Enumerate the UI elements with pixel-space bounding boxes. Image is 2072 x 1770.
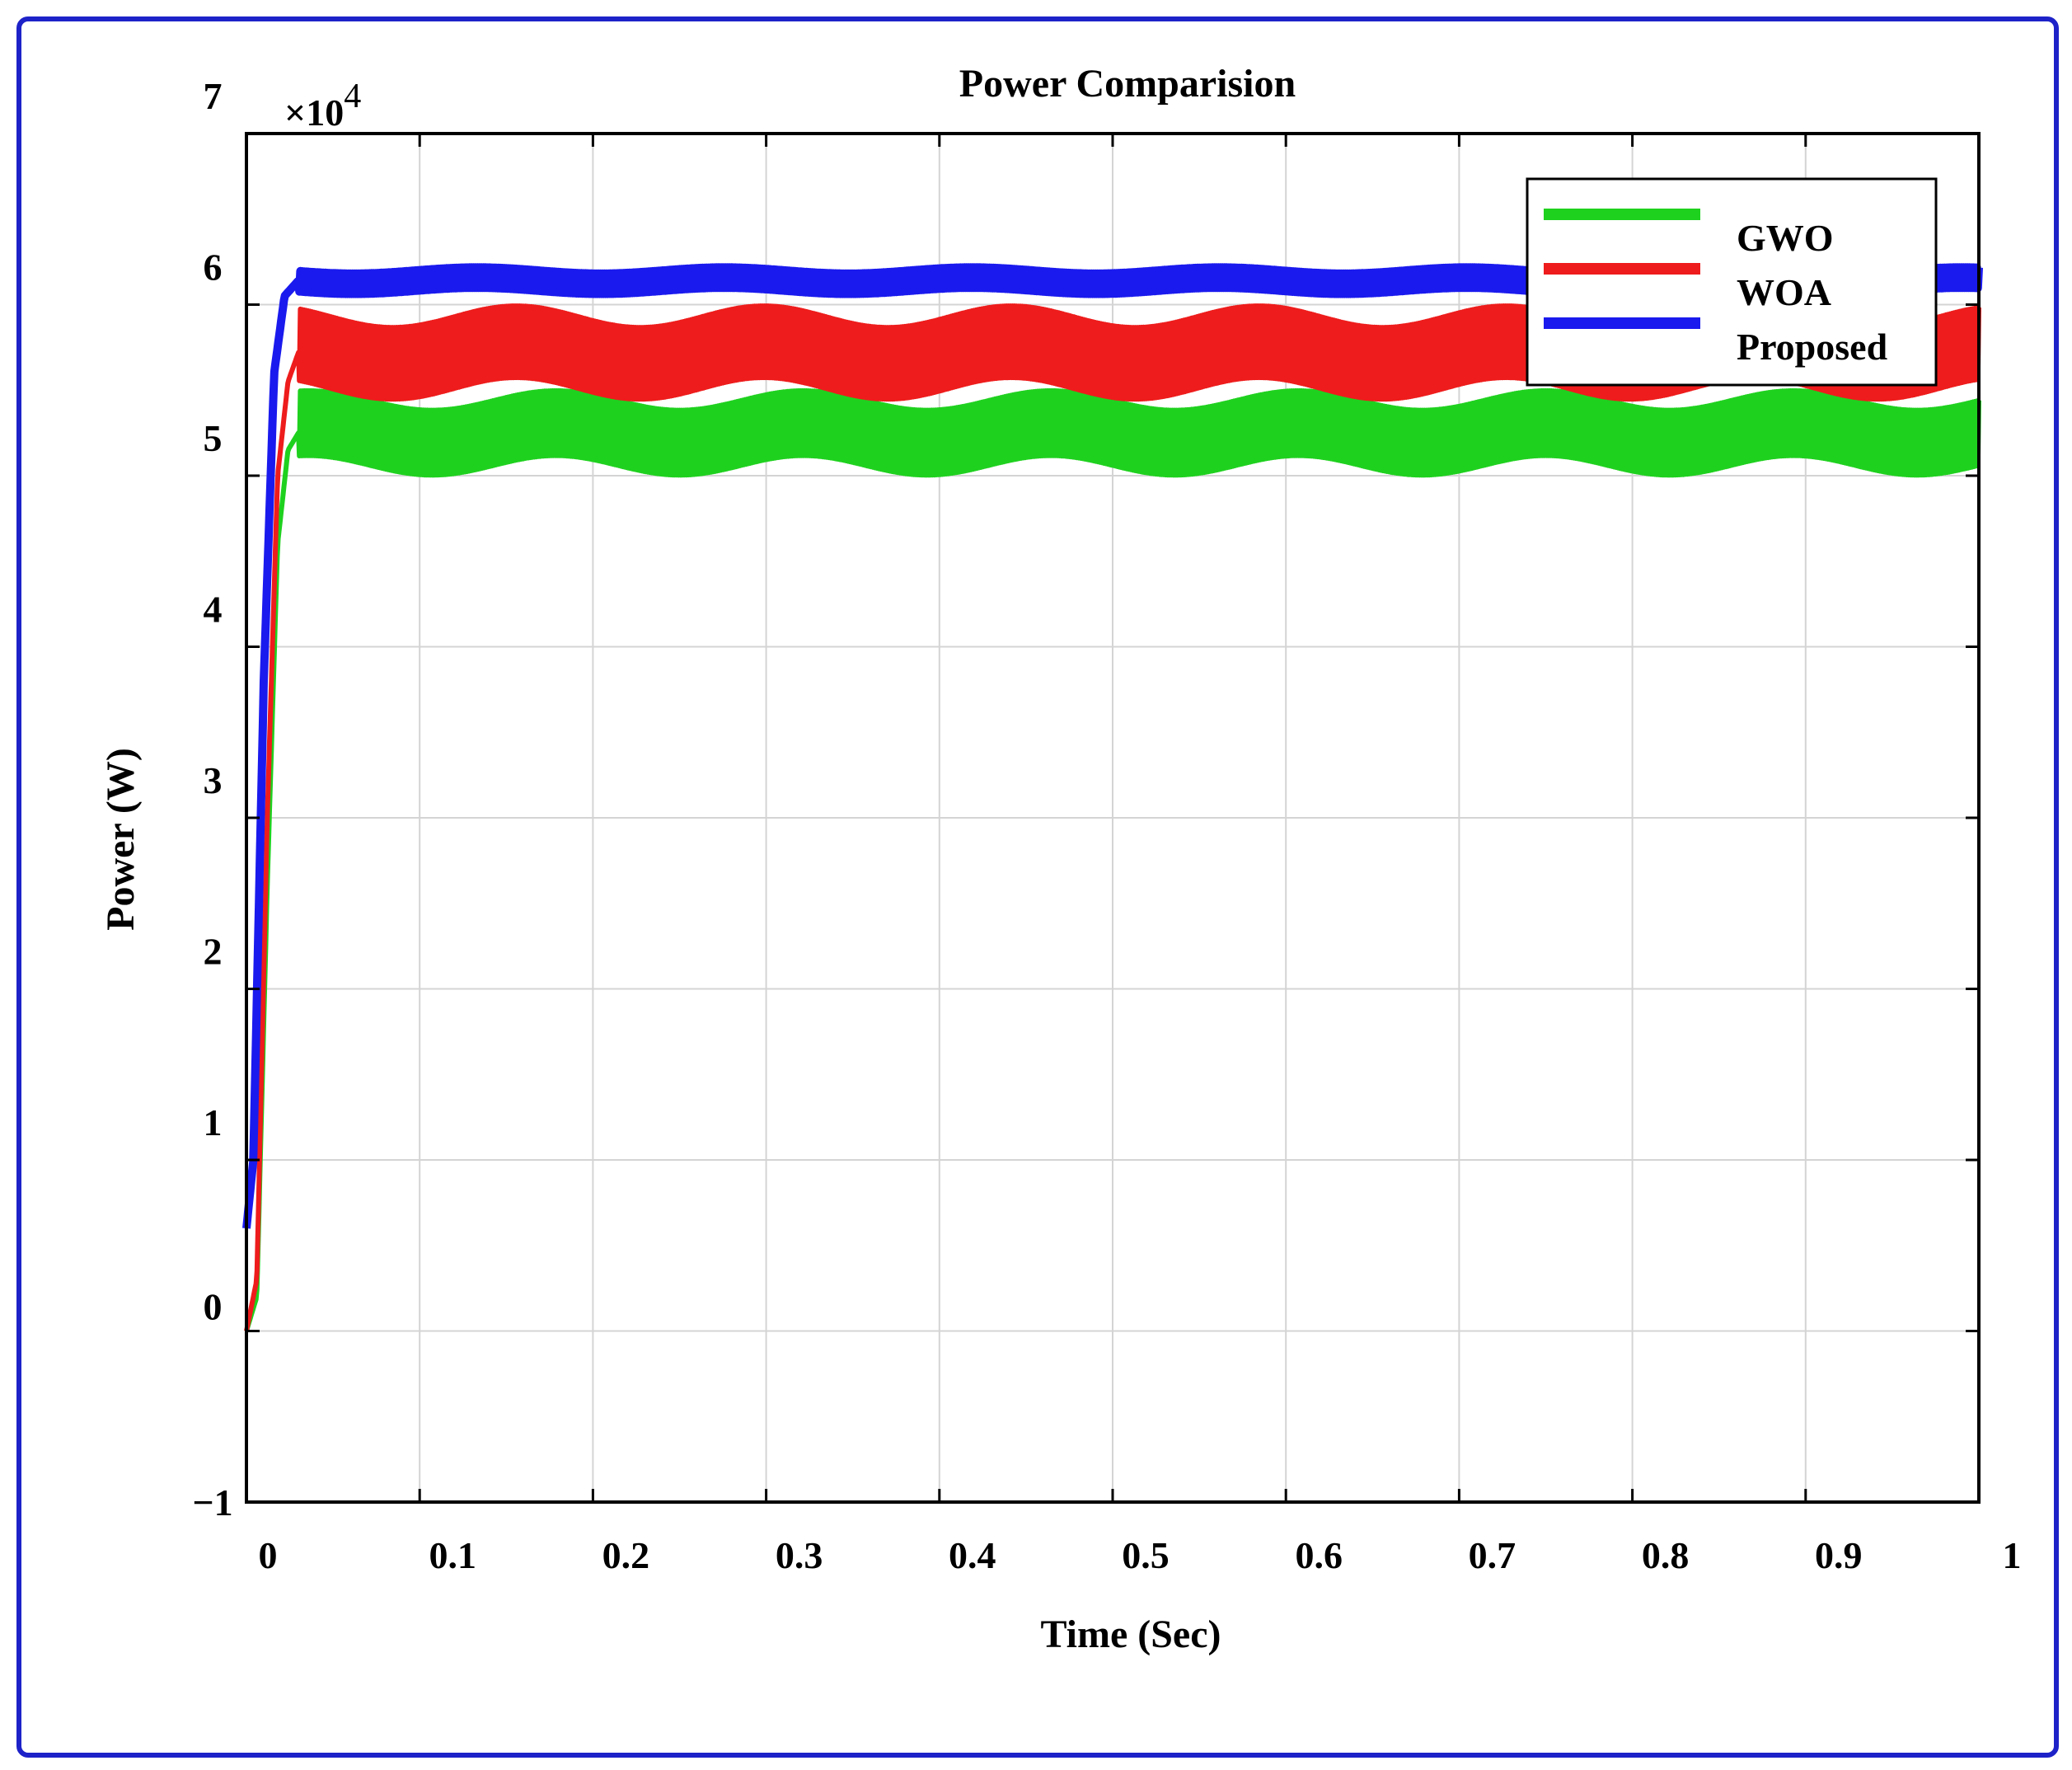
y-tick-label-0: −1 bbox=[192, 1481, 232, 1524]
x-tick-label-8: 0.8 bbox=[1642, 1534, 1690, 1576]
y-tick-label-6: 5 bbox=[204, 417, 223, 459]
x-tick-label-4: 0.4 bbox=[949, 1534, 996, 1576]
y-multiplier-exponent: 4 bbox=[344, 77, 361, 115]
x-tick-label-0: 0 bbox=[259, 1534, 278, 1576]
x-tick-label-2: 0.2 bbox=[602, 1534, 650, 1576]
y-multiplier-base: ×10 bbox=[284, 92, 344, 134]
x-tick-label-5: 0.5 bbox=[1122, 1534, 1170, 1576]
y-tick-label-3: 2 bbox=[204, 931, 223, 973]
y-axis-multiplier: ×104 bbox=[284, 77, 361, 134]
x-tick-label-3: 0.3 bbox=[776, 1534, 823, 1576]
y-tick-label-8: 7 bbox=[204, 75, 223, 117]
y-tick-label-1: 0 bbox=[204, 1286, 223, 1328]
legend: GWO WOA Proposed bbox=[1526, 177, 1938, 387]
x-axis-label: Time (Sec) bbox=[1040, 1613, 1221, 1656]
y-tick-label-2: 1 bbox=[204, 1101, 223, 1143]
x-tick-label-10: 1 bbox=[2003, 1534, 2022, 1576]
x-tick-label-9: 0.9 bbox=[1815, 1534, 1863, 1576]
x-tick-label-1: 0.1 bbox=[429, 1534, 476, 1576]
legend-label-gwo: GWO bbox=[1737, 217, 1834, 259]
legend-label-proposed: Proposed bbox=[1737, 326, 1888, 368]
x-tick-label-7: 0.7 bbox=[1469, 1534, 1516, 1576]
chart-title: Power Comparision bbox=[959, 62, 1296, 106]
axis-ticks: 0 0.1 0.2 0.3 0.4 0.5 0.6 0.7 0.8 0.9 1 −1 0 1 2 3 4 5 6 7 bbox=[192, 75, 2021, 1576]
series-line-gwo bbox=[244, 387, 1981, 1332]
y-tick-label-7: 6 bbox=[204, 246, 223, 289]
x-tick-label-6: 0.6 bbox=[1295, 1534, 1343, 1576]
legend-label-woa: WOA bbox=[1737, 271, 1831, 313]
y-tick-label-5: 4 bbox=[204, 589, 223, 631]
y-axis-label: Power (W) bbox=[99, 748, 143, 931]
y-tick-label-4: 3 bbox=[204, 759, 223, 801]
